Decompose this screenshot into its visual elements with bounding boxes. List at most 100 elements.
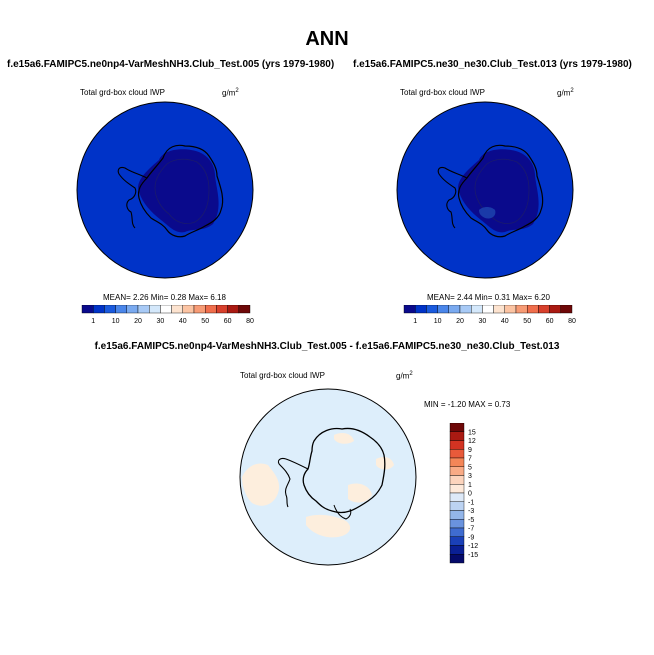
colorbar-tick-label: -9	[468, 534, 474, 541]
colorbar-box	[449, 554, 465, 564]
colorbar-box	[403, 305, 416, 314]
page-title: ANN	[305, 28, 349, 50]
colorbar-box	[549, 305, 562, 314]
colorbar-box	[449, 492, 465, 502]
colorbar-box	[160, 305, 172, 314]
colorbar-box	[448, 305, 461, 314]
colorbar-box	[148, 305, 161, 314]
colorbar-box	[126, 305, 139, 314]
colorbar-box	[449, 519, 465, 529]
colorbar-box	[449, 423, 465, 432]
colorbar-tick-label: 80	[568, 318, 576, 325]
colorbar-box	[449, 466, 465, 476]
panel-2-variable-label: Total grd-box cloud IWP	[400, 88, 485, 97]
colorbar-tick-label: -15	[468, 552, 478, 559]
colorbar-box	[482, 305, 494, 314]
panel-3-colorbar: 15 12 9 75 3 1 0-1 -3 -5 -7-9 -12 -15	[449, 423, 478, 564]
panel-1-stats: MEAN= 2.26 Min= 0.28 Max= 6.18	[103, 293, 226, 302]
colorbar-tick-label: 10	[434, 318, 442, 325]
colorbar-box	[449, 431, 465, 441]
panel-2-title: f.e15a6.FAMIPC5.ne30_ne30.Club_Test.013 …	[353, 59, 632, 70]
panel-1-colorbar: 1 10 20 30 40 50 60 80	[81, 305, 254, 325]
colorbar-tick-label: 30	[479, 318, 487, 325]
colorbar-box	[182, 305, 195, 314]
colorbar-tick-label: 50	[201, 318, 209, 325]
colorbar-box	[171, 305, 183, 314]
colorbar-tick-label: 60	[546, 318, 554, 325]
colorbar-tick-label: 7	[468, 456, 472, 463]
colorbar-box	[493, 305, 505, 314]
panel-3-inner-coast	[333, 504, 352, 520]
colorbar-tick-label: 60	[224, 318, 232, 325]
colorbar-box	[92, 305, 105, 314]
colorbar-box	[526, 305, 539, 314]
colorbar-box	[137, 305, 150, 314]
colorbar-box	[449, 457, 465, 467]
colorbar-tick-label: 20	[134, 318, 142, 325]
colorbar-tick-label: 20	[456, 318, 464, 325]
panel-1-title: f.e15a6.FAMIPC5.ne0np4-VarMeshNH3.Club_T…	[7, 59, 335, 70]
colorbar-tick-label: 40	[179, 318, 187, 325]
colorbar-tick-label: 15	[468, 429, 476, 436]
colorbar-tick-label: 1	[413, 318, 417, 325]
colorbar-tick-label: 5	[468, 464, 472, 471]
colorbar-tick-label: -1	[468, 499, 474, 506]
colorbar-box	[449, 440, 465, 450]
colorbar-box	[449, 527, 465, 537]
colorbar-tick-label: 0	[468, 491, 472, 498]
panel-2-peninsula	[437, 166, 468, 229]
panel-1-variable-label: Total grd-box cloud IWP	[80, 88, 165, 97]
panel-2-interior-field	[458, 149, 539, 233]
colorbar-box	[238, 305, 251, 314]
colorbar-tick-label: 40	[501, 318, 509, 325]
colorbar-box	[449, 449, 465, 459]
panel-2-units: g/m2	[557, 88, 574, 98]
panel-2-coastline	[457, 144, 544, 238]
colorbar-box	[227, 305, 240, 314]
panel-1-peninsula	[117, 166, 148, 229]
colorbar-box	[515, 305, 528, 314]
panel-1-units: g/m2	[222, 88, 239, 98]
colorbar-box	[216, 305, 228, 314]
panel-3-map	[239, 388, 417, 566]
colorbar-tick-label: 50	[523, 318, 531, 325]
colorbar-box	[470, 305, 483, 314]
colorbar-box	[459, 305, 472, 314]
panel-2-stats: MEAN= 2.44 Min= 0.31 Max= 6.20	[427, 293, 550, 302]
colorbar-box	[437, 305, 449, 314]
panel-1-map	[76, 101, 254, 279]
panel-3-background-field	[239, 388, 417, 566]
panel-2-map	[396, 101, 574, 279]
panel-2-ross-patch	[479, 207, 496, 219]
colorbar-tick-label: 1	[468, 482, 472, 489]
colorbar-tick-label: 10	[112, 318, 120, 325]
colorbar-tick-label: -3	[468, 508, 474, 515]
colorbar-box	[104, 305, 116, 314]
colorbar-tick-label: 80	[246, 318, 254, 325]
colorbar-box	[538, 305, 550, 314]
panel-3-positive-patch-west	[242, 463, 280, 506]
panel-2-colorbar: 1 10 20 30 40 50 60 80	[403, 305, 576, 325]
panel-1-inner-contour	[154, 158, 210, 224]
colorbar-tick-label: -5	[468, 517, 474, 524]
colorbar-box	[449, 510, 465, 520]
colorbar-box	[414, 305, 427, 314]
panel-3-positive-patch-south	[306, 514, 351, 538]
colorbar-box	[81, 305, 94, 314]
panel-3-variable-label: Total grd-box cloud IWP	[240, 371, 325, 380]
colorbar-tick-label: 12	[468, 438, 476, 445]
panel-3-positive-patch-east	[348, 483, 372, 503]
colorbar-tick-label: 30	[157, 318, 165, 325]
colorbar-box	[449, 501, 465, 511]
panel-3-title: f.e15a6.FAMIPC5.ne0np4-VarMeshNH3.Club_T…	[94, 341, 560, 352]
colorbar-tick-label: 1	[91, 318, 95, 325]
colorbar-box	[204, 305, 217, 314]
colorbar-tick-label: 3	[468, 473, 472, 480]
colorbar-box	[560, 305, 573, 314]
panel-3-stats: MIN = -1.20 MAX = 0.73	[424, 400, 511, 409]
colorbar-box	[115, 305, 127, 314]
panel-3-peninsula	[277, 457, 309, 508]
colorbar-box	[449, 545, 465, 555]
panel-1-coastline	[137, 144, 224, 238]
colorbar-box	[449, 536, 465, 546]
